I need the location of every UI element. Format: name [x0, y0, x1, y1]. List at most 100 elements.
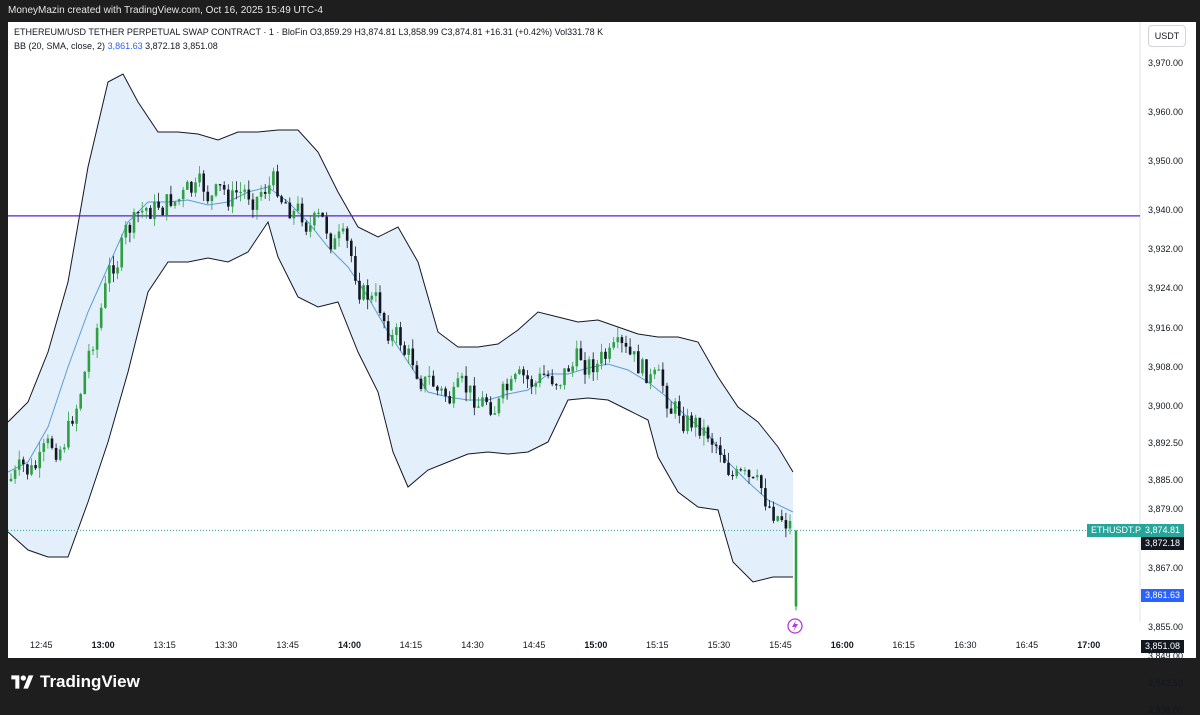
bollinger-legend[interactable]: BB (20, SMA, close, 2) 3,861.63 3,872.18…: [14, 41, 218, 51]
candle-body: [9, 478, 13, 481]
candle-body: [432, 375, 435, 387]
candle-body: [464, 375, 468, 393]
candle-body: [198, 173, 201, 183]
candle-body: [272, 171, 275, 186]
candle-body: [477, 406, 480, 408]
candle-body: [657, 369, 661, 371]
candle-body: [22, 459, 25, 465]
candle-body: [354, 256, 357, 281]
candle-body: [628, 346, 632, 355]
candle-body: [186, 181, 189, 190]
price-axis-label: 3,892.50: [1148, 437, 1184, 448]
time-axis-label: 13:30: [214, 640, 238, 650]
candle-body: [493, 413, 497, 415]
candle-body: [395, 327, 398, 336]
candle-body: [95, 327, 99, 350]
candle-body: [75, 408, 78, 424]
candle-body: [567, 368, 570, 372]
currency-button[interactable]: USDT: [1148, 25, 1186, 47]
candle-body: [358, 280, 361, 300]
candle-body: [755, 475, 759, 478]
bb-middle-value: 3,861.63: [107, 41, 143, 51]
candle-body: [370, 295, 374, 300]
candle-body: [751, 476, 755, 479]
candle-body: [329, 233, 333, 250]
candle-body: [444, 388, 447, 397]
candle-body: [350, 240, 353, 257]
candle-body: [91, 349, 95, 351]
candle-body: [120, 237, 123, 268]
candle-body: [399, 327, 402, 346]
price-axis-label: 3,885.00: [1148, 474, 1184, 485]
bb-lower-value: 3,851.08: [182, 41, 218, 51]
candle-body: [309, 225, 312, 232]
candle-body: [280, 196, 283, 203]
candle-body: [538, 373, 542, 384]
candle-body: [550, 376, 554, 385]
time-axis-label: 14:00: [338, 640, 362, 650]
candle-body: [473, 385, 476, 408]
time-axis-label: 16:45: [1015, 640, 1039, 650]
candle-body: [719, 445, 722, 455]
candle-body: [637, 351, 640, 374]
bb-label: BB (20, SMA, close, 2): [14, 41, 106, 51]
candle-body: [563, 368, 566, 386]
time-axis-label: 15:15: [646, 640, 669, 650]
time-axis-label: 16:30: [954, 640, 977, 650]
bollinger-upper-line: [8, 73, 794, 473]
candle-body: [58, 449, 62, 460]
candle-body: [788, 520, 792, 529]
candle-body: [530, 379, 533, 387]
candle-body: [587, 359, 591, 375]
candle-body: [300, 203, 304, 223]
alert-bolt-icon: [787, 618, 803, 634]
time-axis-label: 13:00: [91, 640, 115, 650]
candle-body: [26, 464, 29, 475]
candle-body: [727, 462, 730, 475]
candle-body: [760, 475, 763, 489]
candle-body: [255, 196, 259, 210]
candle-body: [649, 374, 652, 384]
candlesticks: [9, 164, 792, 538]
symbol-legend[interactable]: ETHEREUM/USD TETHER PERPETUAL SWAP CONTR…: [14, 27, 604, 37]
candle-body: [604, 351, 607, 359]
price-axis-label: 3,950.00: [1148, 156, 1184, 166]
candle-body: [382, 313, 386, 322]
candle-body: [362, 285, 365, 300]
candle-body: [452, 386, 456, 404]
candle-body: [571, 366, 574, 372]
candle-body: [231, 190, 234, 207]
last-candle-body: [794, 530, 798, 607]
candle-body: [489, 402, 492, 415]
price-axis-label: 3,916.00: [1148, 322, 1184, 333]
candle-body: [468, 385, 472, 393]
time-axis-label: 15:45: [769, 640, 792, 650]
candle-body: [645, 359, 648, 384]
chart-pane[interactable]: ETHEREUM/USD TETHER PERPETUAL SWAP CONTR…: [8, 22, 1196, 715]
candle-body: [591, 359, 595, 373]
candle-body: [157, 201, 160, 208]
candle-body: [317, 212, 320, 214]
candle-body: [206, 191, 210, 202]
tradingview-logo[interactable]: TradingView: [10, 672, 140, 692]
candle-body: [702, 427, 706, 436]
candle-body: [284, 202, 287, 204]
candle-body: [624, 342, 628, 347]
candle-body: [345, 228, 349, 241]
candle-body: [202, 173, 205, 192]
candle-body: [263, 191, 267, 194]
candle-body: [678, 401, 681, 416]
candle-body: [140, 210, 144, 213]
bb-upper-value: 3,872.18: [145, 41, 181, 51]
candle-body: [112, 265, 115, 274]
footer: TradingView: [0, 658, 1200, 705]
candle-body: [427, 375, 431, 377]
candle-body: [673, 401, 677, 414]
candle-body: [38, 451, 41, 469]
candle-body: [661, 369, 665, 386]
candle-body: [620, 337, 624, 343]
candle-body: [50, 438, 54, 448]
price-axis-label: 3,900.00: [1148, 401, 1184, 411]
price-chart[interactable]: [8, 22, 1196, 658]
candle-body: [99, 307, 103, 328]
